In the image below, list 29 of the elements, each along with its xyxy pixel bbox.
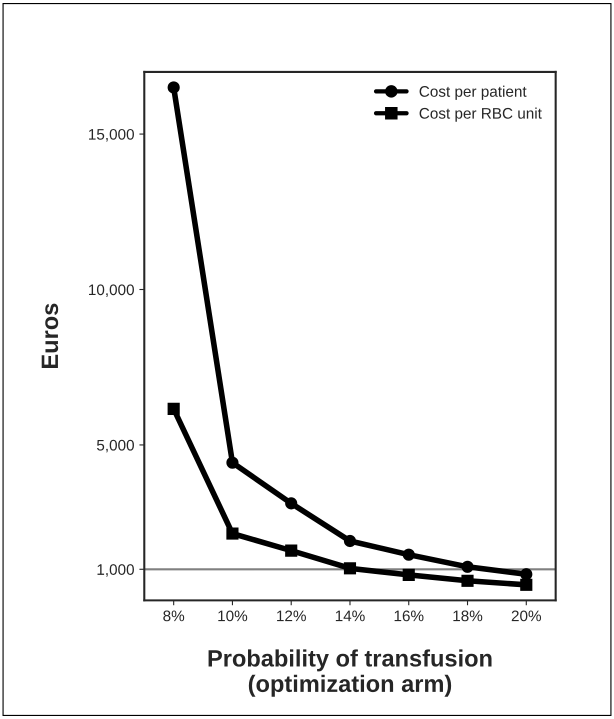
- x-tick-label: 12%: [277, 610, 306, 622]
- x-tick-label: 10%: [218, 610, 248, 622]
- point: [285, 497, 298, 510]
- y-tick-label: 1,000: [98, 564, 134, 577]
- point: [402, 568, 415, 581]
- point: [285, 544, 298, 557]
- point: [520, 568, 532, 580]
- point: [402, 548, 415, 561]
- point: [520, 578, 532, 591]
- legend-label: Cost per RBC unit: [420, 108, 542, 122]
- point: [168, 402, 180, 415]
- x-tick-label: 8%: [163, 610, 184, 622]
- x-tick-label: 16%: [394, 610, 424, 622]
- point: [226, 527, 239, 540]
- legend-label: Cost per patient: [420, 86, 527, 100]
- y-tick-label: 10,000: [89, 284, 134, 297]
- x-tick-label: 20%: [512, 610, 542, 622]
- x-tick-label: 18%: [453, 610, 482, 622]
- point: [168, 81, 180, 94]
- y-tick-label: 5,000: [96, 440, 134, 452]
- x-tick-label: 14%: [336, 610, 365, 622]
- point: [344, 562, 356, 574]
- point: [226, 456, 239, 469]
- x-axis-title: Probability of transfusion (optimization arm): [208, 649, 492, 697]
- point: [461, 574, 474, 587]
- point: [344, 534, 356, 548]
- y-tick-label: 15,000: [89, 128, 134, 142]
- y-axis-title: Euros: [42, 304, 58, 368]
- point: [461, 560, 474, 573]
